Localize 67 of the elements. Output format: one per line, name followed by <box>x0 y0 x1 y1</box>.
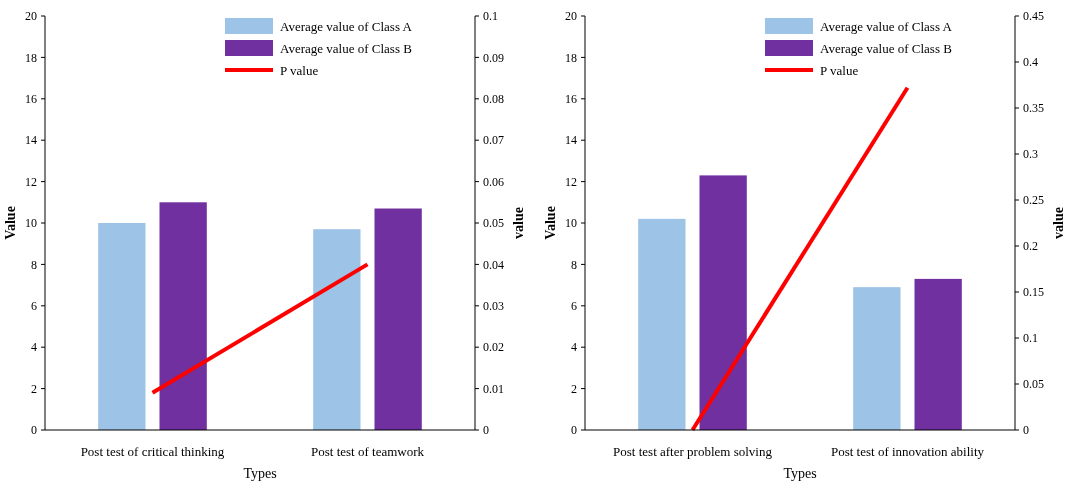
y2-tick-label: 0.09 <box>483 50 504 65</box>
y-tick-label: 2 <box>31 381 37 396</box>
bar <box>914 278 962 430</box>
x-axis-title: Types <box>243 466 277 481</box>
bar <box>374 208 422 430</box>
y2-tick-label: 0.2 <box>1023 239 1038 254</box>
y-tick-label: 0 <box>31 423 37 438</box>
y2-tick-label: 0.08 <box>483 92 504 106</box>
bar <box>638 218 686 430</box>
y-tick-label: 0 <box>571 423 577 438</box>
y2-tick-label: 0.45 <box>1023 9 1044 24</box>
x-tick-label: Post test of critical thinking <box>80 444 225 459</box>
y2-tick-label: 0.04 <box>483 257 504 272</box>
y2-tick-label: 0.1 <box>483 9 498 24</box>
y2-tick-label: 0.1 <box>1023 331 1038 346</box>
y2-tick-label: 0.05 <box>483 216 504 231</box>
y2-tick-label: 0 <box>1023 423 1029 438</box>
legend-label: Average value of Class A <box>280 18 413 34</box>
y2-axis-title: value <box>511 207 526 239</box>
legend-label: P value <box>280 62 319 78</box>
y-tick-label: 12 <box>25 174 37 189</box>
y-tick-label: 12 <box>565 174 577 189</box>
x-tick-label: Post test of teamwork <box>310 444 425 459</box>
y2-tick-label: 0.03 <box>483 299 504 313</box>
y2-tick-label: 0.06 <box>483 174 504 189</box>
y2-tick-label: 0.35 <box>1023 101 1044 116</box>
y-tick-label: 6 <box>571 299 577 313</box>
y-tick-label: 18 <box>565 50 577 65</box>
y-tick-label: 20 <box>565 9 577 24</box>
bar <box>159 202 207 430</box>
y2-tick-label: 0.01 <box>483 381 504 396</box>
y2-tick-label: 0.02 <box>483 340 504 355</box>
y2-tick-label: 0.15 <box>1023 285 1044 300</box>
y-tick-label: 8 <box>571 257 577 272</box>
y2-tick-label: 0.3 <box>1023 147 1038 162</box>
y-tick-label: 14 <box>25 133 37 148</box>
y2-tick-label: 0.4 <box>1023 55 1038 70</box>
y-tick-label: 4 <box>31 340 37 355</box>
y-tick-label: 10 <box>565 216 577 231</box>
y-tick-label: 8 <box>31 257 37 272</box>
x-axis-title: Types <box>783 466 817 481</box>
y2-tick-label: 0 <box>483 423 489 438</box>
y-tick-label: 2 <box>571 381 577 396</box>
legend-label: P value <box>820 62 859 78</box>
y-tick-label: 18 <box>25 50 37 65</box>
y-tick-label: 20 <box>25 9 37 24</box>
y-axis-title: Value <box>543 206 558 240</box>
y-tick-label: 14 <box>565 133 577 148</box>
y2-tick-label: 0.05 <box>1023 377 1044 392</box>
y-axis-title: Value <box>3 206 18 240</box>
y2-tick-label: 0.25 <box>1023 193 1044 208</box>
x-tick-label: Post test after problem solving <box>613 444 773 459</box>
bar <box>313 229 361 430</box>
y-tick-label: 6 <box>31 299 37 313</box>
y-tick-label: 10 <box>25 216 37 231</box>
bar <box>853 287 901 430</box>
legend-label: Average value of Class B <box>280 40 413 56</box>
bar <box>699 175 747 430</box>
y2-tick-label: 0.07 <box>483 133 504 148</box>
legend-label: Average value of Class B <box>820 40 953 56</box>
y2-axis-title: value <box>1051 207 1066 239</box>
legend-label: Average value of Class A <box>820 18 953 34</box>
bar <box>98 223 146 430</box>
y-tick-label: 16 <box>565 92 577 106</box>
y-tick-label: 4 <box>571 340 577 355</box>
x-tick-label: Post test of innovation ability <box>830 444 985 459</box>
y-tick-label: 16 <box>25 92 37 106</box>
